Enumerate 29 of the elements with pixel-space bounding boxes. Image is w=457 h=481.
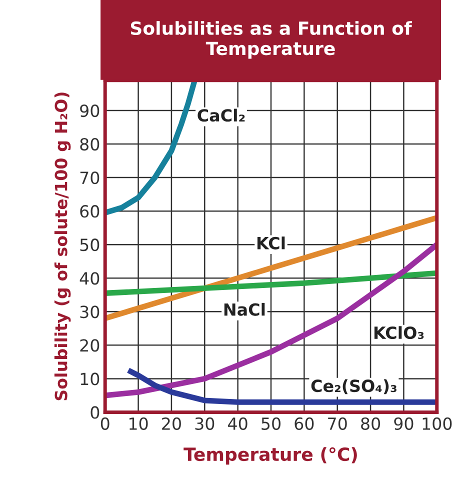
y-axis-title: Solubility (g of solute/100 g H₂O) [54,92,71,400]
x-tick-label: 90 [394,417,414,430]
x-tick-label: 100 [422,417,452,430]
y-tick-label: 60 [80,205,100,218]
series-label: CaCl₂ [198,108,245,122]
x-tick-label: 60 [294,417,314,430]
y-tick-label: 90 [80,104,100,118]
y-tick-label: 70 [80,172,100,184]
y-tick-label: 10 [80,372,100,386]
y-tick-label: 0 [90,406,100,419]
x-tick-label: 70 [328,417,347,430]
x-tick-label: 50 [262,417,280,430]
x-tick-label: 40 [228,417,248,430]
x-tick-label: 10 [130,417,148,430]
x-tick-label: 30 [195,417,214,430]
series-label: NaCl [224,302,265,316]
series-label: KCl [257,236,285,250]
x-axis-title: Temperature (°C) [184,447,357,465]
y-tick-label: 30 [80,306,100,318]
x-tick-label: 80 [361,417,380,430]
chart-title: Solubilities as a Function of Temperature [130,21,412,59]
y-tick-label: 20 [80,339,100,352]
x-tick-label: 20 [162,417,181,430]
y-tick-label: 80 [80,138,100,151]
y-tick-label: 40 [80,272,100,285]
x-tick-label: 0 [100,417,110,430]
series-label: KClO₃ [374,326,424,340]
series-label: Ce₂(SO₄)₃ [311,379,396,394]
y-tick-label: 50 [80,238,100,252]
